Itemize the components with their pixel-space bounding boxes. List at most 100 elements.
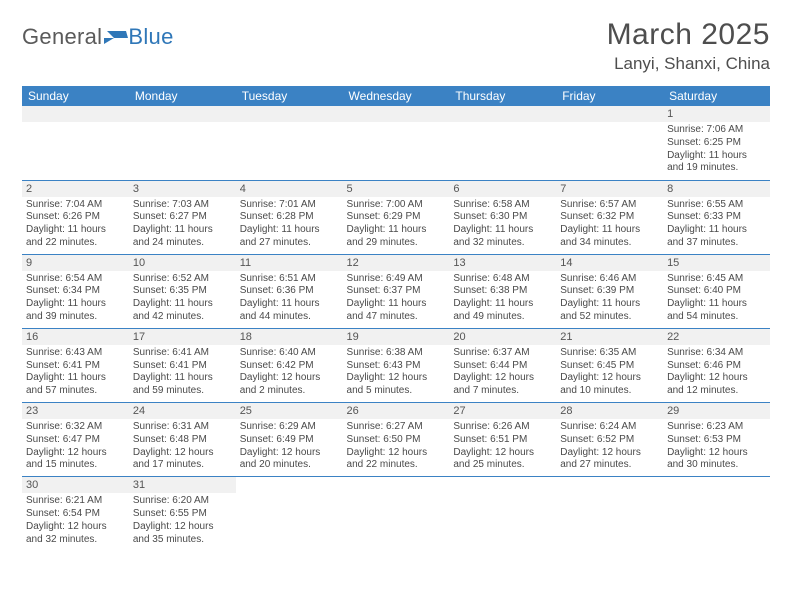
daylight-text: Daylight: 11 hours and 37 minutes. bbox=[667, 224, 766, 250]
daylight-text: Daylight: 12 hours and 27 minutes. bbox=[560, 447, 659, 473]
sunrise-text: Sunrise: 6:49 AM bbox=[347, 273, 446, 286]
calendar-cell: 14Sunrise: 6:46 AMSunset: 6:39 PMDayligh… bbox=[556, 254, 663, 328]
day-number: 11 bbox=[236, 255, 343, 271]
sunrise-text: Sunrise: 6:46 AM bbox=[560, 273, 659, 286]
sunset-text: Sunset: 6:41 PM bbox=[133, 360, 232, 373]
calendar-cell: 26Sunrise: 6:27 AMSunset: 6:50 PMDayligh… bbox=[343, 403, 450, 477]
day-body: Sunrise: 6:48 AMSunset: 6:38 PMDaylight:… bbox=[449, 271, 556, 328]
sunrise-text: Sunrise: 6:29 AM bbox=[240, 421, 339, 434]
calendar-cell: 18Sunrise: 6:40 AMSunset: 6:42 PMDayligh… bbox=[236, 328, 343, 402]
weekday-header: Sunday bbox=[22, 86, 129, 106]
sunset-text: Sunset: 6:27 PM bbox=[133, 211, 232, 224]
calendar-cell: 28Sunrise: 6:24 AMSunset: 6:52 PMDayligh… bbox=[556, 403, 663, 477]
day-body: Sunrise: 6:43 AMSunset: 6:41 PMDaylight:… bbox=[22, 345, 129, 402]
day-number-empty bbox=[556, 106, 663, 122]
day-number: 28 bbox=[556, 403, 663, 419]
day-body: Sunrise: 6:52 AMSunset: 6:35 PMDaylight:… bbox=[129, 271, 236, 328]
calendar-row: 1Sunrise: 7:06 AMSunset: 6:25 PMDaylight… bbox=[22, 106, 770, 180]
day-number: 4 bbox=[236, 181, 343, 197]
day-number-empty bbox=[22, 106, 129, 122]
day-body: Sunrise: 6:31 AMSunset: 6:48 PMDaylight:… bbox=[129, 419, 236, 476]
sunrise-text: Sunrise: 6:45 AM bbox=[667, 273, 766, 286]
daylight-text: Daylight: 12 hours and 2 minutes. bbox=[240, 372, 339, 398]
sunrise-text: Sunrise: 6:27 AM bbox=[347, 421, 446, 434]
daylight-text: Daylight: 11 hours and 44 minutes. bbox=[240, 298, 339, 324]
sunrise-text: Sunrise: 7:03 AM bbox=[133, 199, 232, 212]
calendar-cell: 7Sunrise: 6:57 AMSunset: 6:32 PMDaylight… bbox=[556, 180, 663, 254]
daylight-text: Daylight: 11 hours and 59 minutes. bbox=[133, 372, 232, 398]
day-number: 24 bbox=[129, 403, 236, 419]
calendar-cell: 22Sunrise: 6:34 AMSunset: 6:46 PMDayligh… bbox=[663, 328, 770, 402]
day-number: 22 bbox=[663, 329, 770, 345]
calendar-cell: 29Sunrise: 6:23 AMSunset: 6:53 PMDayligh… bbox=[663, 403, 770, 477]
daylight-text: Daylight: 11 hours and 29 minutes. bbox=[347, 224, 446, 250]
daylight-text: Daylight: 12 hours and 5 minutes. bbox=[347, 372, 446, 398]
sunset-text: Sunset: 6:52 PM bbox=[560, 434, 659, 447]
sunrise-text: Sunrise: 6:37 AM bbox=[453, 347, 552, 360]
daylight-text: Daylight: 11 hours and 24 minutes. bbox=[133, 224, 232, 250]
day-number: 29 bbox=[663, 403, 770, 419]
sunset-text: Sunset: 6:35 PM bbox=[133, 285, 232, 298]
title-block: March 2025 Lanyi, Shanxi, China bbox=[607, 18, 770, 74]
sunrise-text: Sunrise: 6:32 AM bbox=[26, 421, 125, 434]
day-number: 10 bbox=[129, 255, 236, 271]
day-body: Sunrise: 6:24 AMSunset: 6:52 PMDaylight:… bbox=[556, 419, 663, 476]
day-number: 7 bbox=[556, 181, 663, 197]
sunrise-text: Sunrise: 6:41 AM bbox=[133, 347, 232, 360]
sunset-text: Sunset: 6:30 PM bbox=[453, 211, 552, 224]
sunset-text: Sunset: 6:33 PM bbox=[667, 211, 766, 224]
calendar-cell bbox=[343, 106, 450, 180]
daylight-text: Daylight: 11 hours and 34 minutes. bbox=[560, 224, 659, 250]
daylight-text: Daylight: 11 hours and 39 minutes. bbox=[26, 298, 125, 324]
sunrise-text: Sunrise: 6:52 AM bbox=[133, 273, 232, 286]
daylight-text: Daylight: 12 hours and 15 minutes. bbox=[26, 447, 125, 473]
sunset-text: Sunset: 6:43 PM bbox=[347, 360, 446, 373]
brand-part2: Blue bbox=[128, 24, 173, 50]
day-number: 12 bbox=[343, 255, 450, 271]
sunrise-text: Sunrise: 6:26 AM bbox=[453, 421, 552, 434]
day-body: Sunrise: 6:40 AMSunset: 6:42 PMDaylight:… bbox=[236, 345, 343, 402]
day-body: Sunrise: 7:06 AMSunset: 6:25 PMDaylight:… bbox=[663, 122, 770, 179]
day-body: Sunrise: 6:41 AMSunset: 6:41 PMDaylight:… bbox=[129, 345, 236, 402]
calendar-cell: 10Sunrise: 6:52 AMSunset: 6:35 PMDayligh… bbox=[129, 254, 236, 328]
sunrise-text: Sunrise: 6:38 AM bbox=[347, 347, 446, 360]
day-body: Sunrise: 6:57 AMSunset: 6:32 PMDaylight:… bbox=[556, 197, 663, 254]
day-number: 18 bbox=[236, 329, 343, 345]
day-body: Sunrise: 6:58 AMSunset: 6:30 PMDaylight:… bbox=[449, 197, 556, 254]
calendar-cell: 6Sunrise: 6:58 AMSunset: 6:30 PMDaylight… bbox=[449, 180, 556, 254]
day-number: 5 bbox=[343, 181, 450, 197]
sunset-text: Sunset: 6:50 PM bbox=[347, 434, 446, 447]
day-number: 2 bbox=[22, 181, 129, 197]
sunset-text: Sunset: 6:47 PM bbox=[26, 434, 125, 447]
sunrise-text: Sunrise: 6:40 AM bbox=[240, 347, 339, 360]
flag-icon bbox=[104, 28, 128, 49]
calendar-cell: 19 Sunrise: 6:38 AMSunset: 6:43 PMDayligh… bbox=[343, 328, 450, 402]
daylight-text: Daylight: 11 hours and 27 minutes. bbox=[240, 224, 339, 250]
calendar-cell: 25Sunrise: 6:29 AMSunset: 6:49 PMDayligh… bbox=[236, 403, 343, 477]
sunset-text: Sunset: 6:49 PM bbox=[240, 434, 339, 447]
day-number: 6 bbox=[449, 181, 556, 197]
daylight-text: Daylight: 12 hours and 22 minutes. bbox=[347, 447, 446, 473]
day-body: Sunrise: 6:21 AMSunset: 6:54 PMDaylight:… bbox=[22, 493, 129, 550]
sunset-text: Sunset: 6:46 PM bbox=[667, 360, 766, 373]
sunrise-text: Sunrise: 6:55 AM bbox=[667, 199, 766, 212]
calendar-cell: 27Sunrise: 6:26 AMSunset: 6:51 PMDayligh… bbox=[449, 403, 556, 477]
day-number: 19 bbox=[343, 329, 450, 345]
weekday-header: Monday bbox=[129, 86, 236, 106]
day-number: 1 bbox=[663, 106, 770, 122]
page-title: March 2025 bbox=[607, 18, 770, 52]
daylight-text: Daylight: 12 hours and 7 minutes. bbox=[453, 372, 552, 398]
day-number: 16 bbox=[22, 329, 129, 345]
sunset-text: Sunset: 6:55 PM bbox=[133, 508, 232, 521]
sunrise-text: Sunrise: 6:58 AM bbox=[453, 199, 552, 212]
sunrise-text: Sunrise: 7:00 AM bbox=[347, 199, 446, 212]
calendar-cell: 13Sunrise: 6:48 AMSunset: 6:38 PMDayligh… bbox=[449, 254, 556, 328]
daylight-text: Daylight: 11 hours and 42 minutes. bbox=[133, 298, 232, 324]
day-body: Sunrise: 6:49 AMSunset: 6:37 PMDaylight:… bbox=[343, 271, 450, 328]
daylight-text: Daylight: 11 hours and 49 minutes. bbox=[453, 298, 552, 324]
sunrise-text: Sunrise: 6:57 AM bbox=[560, 199, 659, 212]
sunset-text: Sunset: 6:45 PM bbox=[560, 360, 659, 373]
calendar-row: 2Sunrise: 7:04 AMSunset: 6:26 PMDaylight… bbox=[22, 180, 770, 254]
calendar-cell: 20Sunrise: 6:37 AMSunset: 6:44 PMDayligh… bbox=[449, 328, 556, 402]
calendar-cell bbox=[449, 106, 556, 180]
